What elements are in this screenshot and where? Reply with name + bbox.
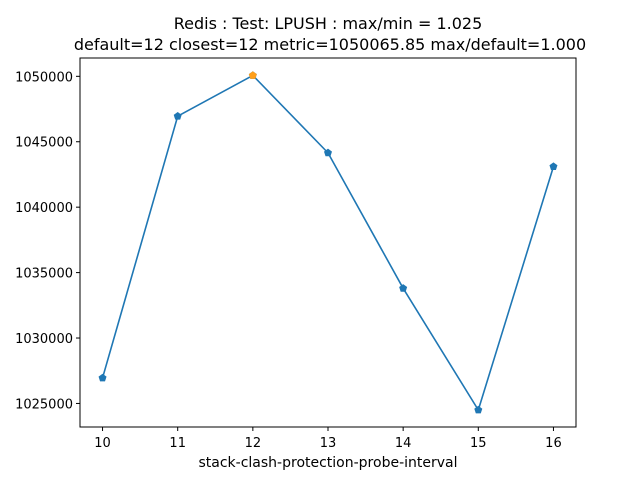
y-tick-label: 1050000: [15, 70, 73, 85]
chart-title-line2: default=12 closest=12 metric=1050065.85 …: [74, 35, 586, 54]
highlighted-data-point: [248, 71, 257, 79]
y-tick-label: 1040000: [15, 201, 73, 216]
x-axis-label: stack-clash-protection-probe-interval: [199, 455, 458, 471]
x-tick-label: 15: [470, 436, 487, 451]
data-point: [98, 373, 107, 382]
y-tick-label: 1025000: [15, 397, 73, 412]
plot-area: [98, 71, 558, 414]
x-tick-label: 11: [169, 436, 186, 451]
x-tick-label: 12: [245, 436, 262, 451]
data-point: [399, 284, 408, 292]
x-axis: 10 11 12 13 14 15 16: [94, 427, 562, 451]
y-tick-label: 1035000: [15, 267, 73, 282]
y-tick-label: 1045000: [15, 136, 73, 151]
x-tick-label: 13: [320, 436, 337, 451]
x-tick-label: 10: [94, 436, 111, 451]
data-point: [474, 405, 483, 414]
data-point: [173, 112, 182, 120]
axes-frame: [79, 57, 577, 428]
x-tick-label: 14: [395, 436, 412, 451]
y-tick-label: 1030000: [15, 332, 73, 347]
data-point: [324, 148, 332, 157]
x-tick-label: 16: [545, 436, 562, 451]
y-axis: 1025000 1030000 1035000 1040000 1045000 10500…: [15, 70, 80, 412]
data-point: [549, 162, 558, 170]
chart-title-line1: Redis : Test: LPUSH : max/min = 1.025: [174, 14, 483, 33]
